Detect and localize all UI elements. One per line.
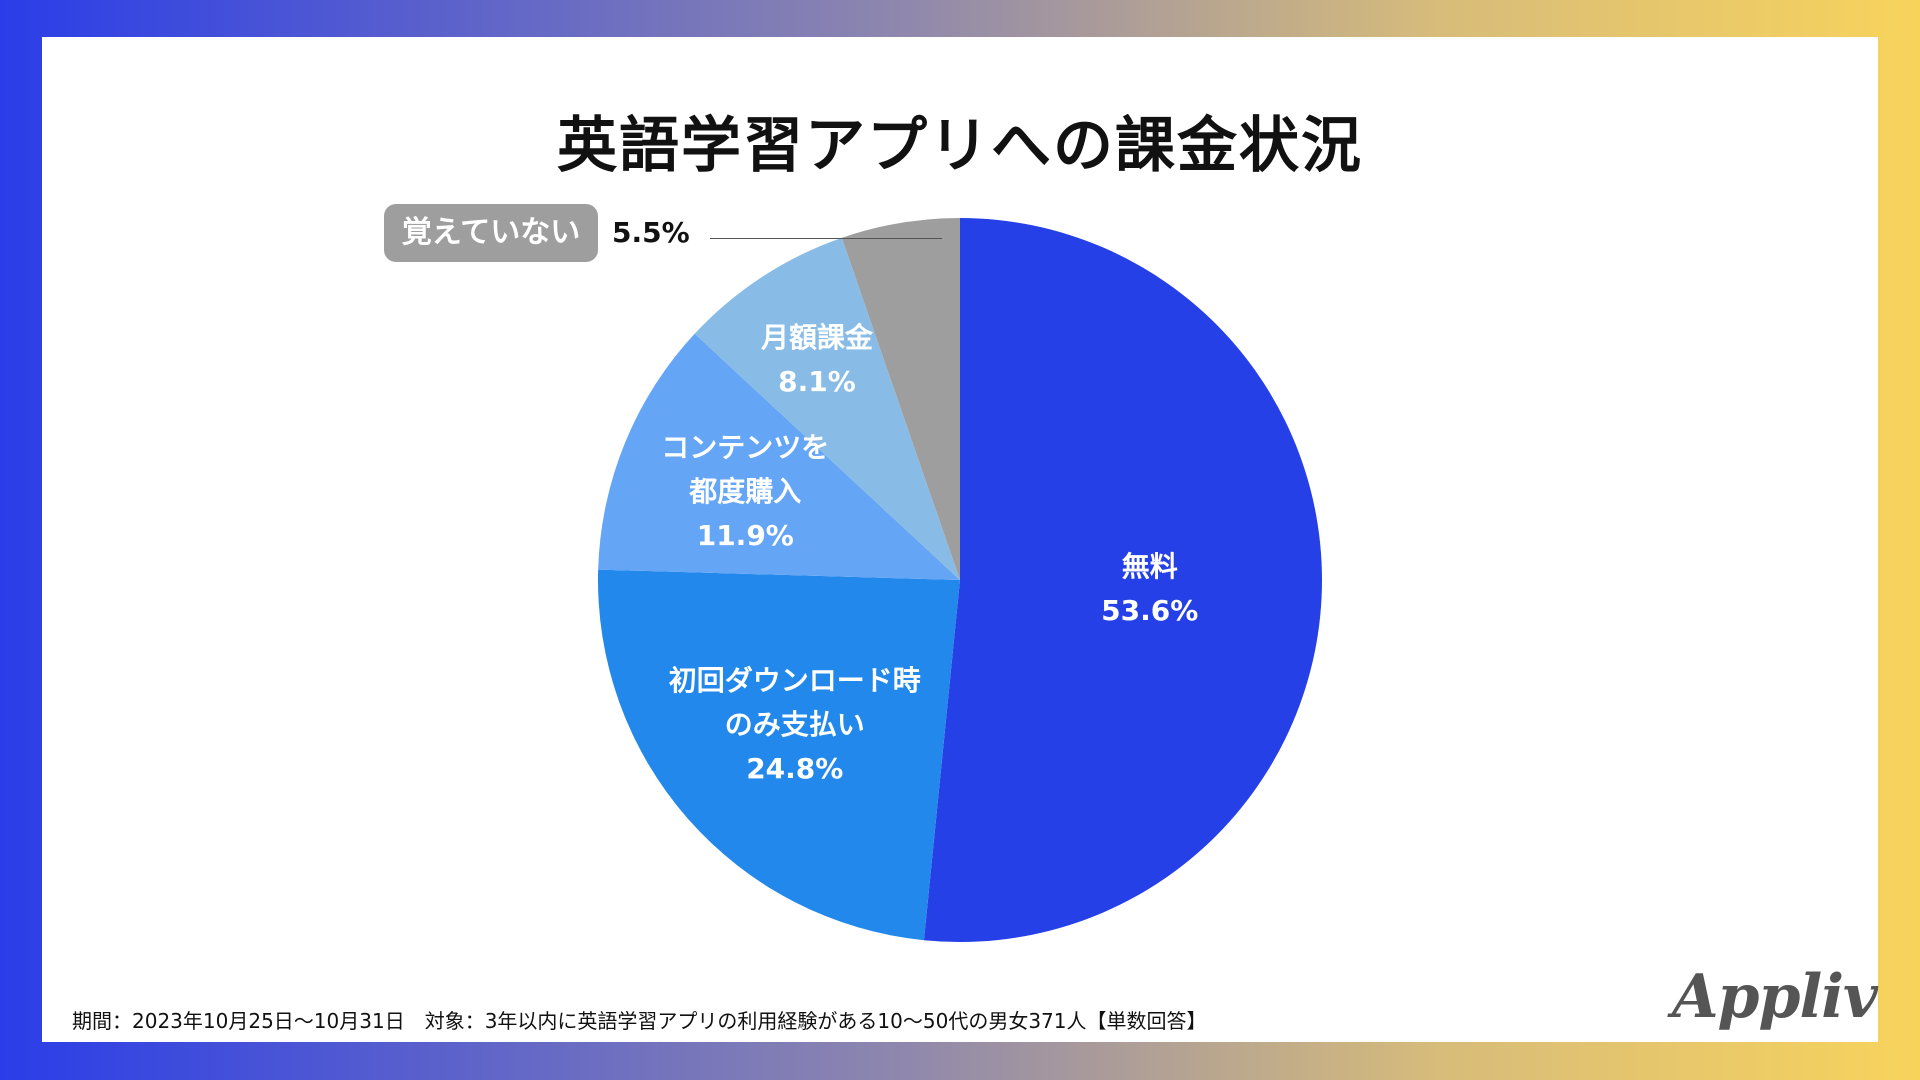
pie-slice-2	[598, 333, 960, 580]
slice-label-1: 初回ダウンロード時 のみ支払い 24.8%	[669, 659, 921, 791]
slice-value-2: 11.9%	[696, 519, 794, 553]
slice-value-1: 24.8%	[746, 752, 844, 786]
callout-leader-line	[710, 238, 942, 239]
slice-name-3: 月額課金	[760, 321, 873, 355]
callout-value-not-remember: 5.5%	[612, 216, 690, 249]
pie-slice-4	[841, 218, 960, 580]
slice-label-2: コンテンツを 都度購入 11.9%	[661, 426, 829, 558]
pie-slice-3	[694, 237, 960, 581]
slice-value-0: 53.6%	[1101, 594, 1199, 628]
slice-label-3: 月額課金 8.1%	[761, 316, 873, 404]
chart-card: 英語学習アプリへの課金状況 無料 53.6% 初回ダウンロード時 のみ支払い 24.8%…	[42, 37, 1878, 1042]
slice-name-0: 無料	[1121, 550, 1178, 584]
callout-badge-not-remember: 覚えていない	[384, 204, 598, 262]
slice-name-2: コンテンツを	[661, 431, 830, 465]
pie-slice-0	[923, 218, 1322, 942]
slice-name-2: 都度購入	[689, 475, 802, 509]
slice-name-1: 初回ダウンロード時	[668, 664, 921, 698]
chart-title: 英語学習アプリへの課金状況	[557, 111, 1363, 181]
slice-value-3: 8.1%	[778, 365, 856, 399]
footnote: 期間：2023年10月25日〜10月31日 対象：3年以内に英語学習アプリの利用…	[72, 1009, 1207, 1033]
slice-name-1: のみ支払い	[724, 708, 865, 742]
pie-slice-1	[598, 569, 960, 941]
appliv-logo: Appliv	[1672, 962, 1878, 1032]
pie-chart	[598, 218, 1322, 942]
slice-label-0: 無料 53.6%	[1101, 545, 1198, 633]
